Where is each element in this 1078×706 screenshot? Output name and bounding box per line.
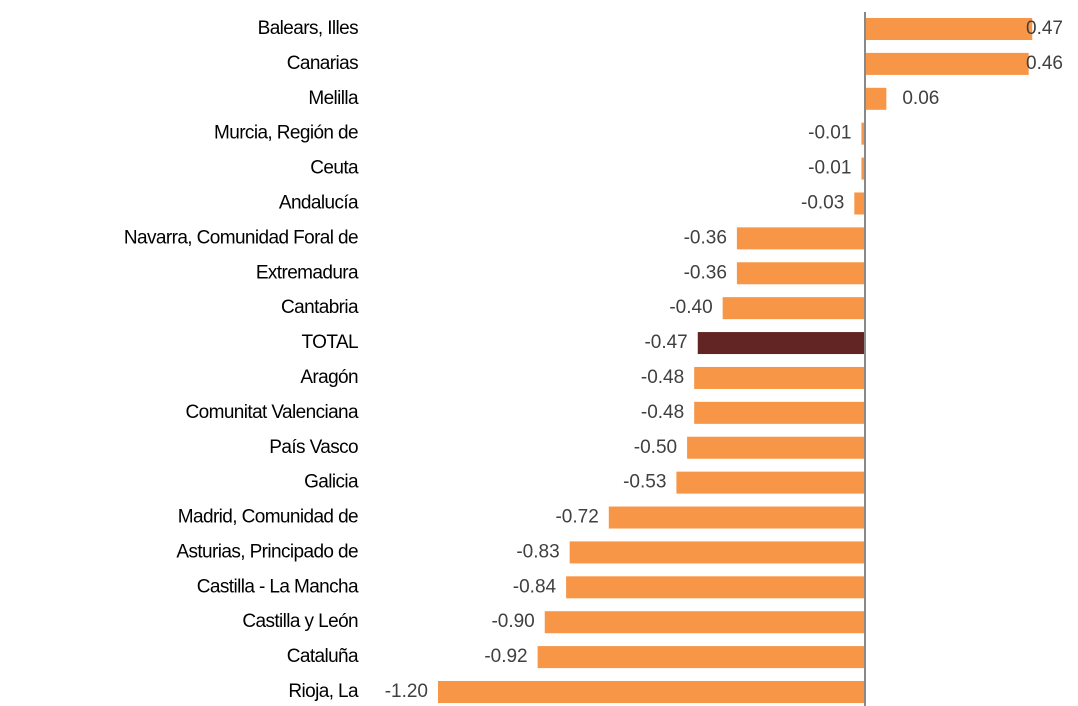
value-label: -0.50 — [634, 437, 677, 458]
category-label: Canarias — [287, 53, 358, 74]
bar — [694, 401, 865, 424]
value-label: -0.40 — [669, 297, 712, 318]
bar — [687, 436, 865, 459]
bar — [537, 646, 865, 669]
value-label: -0.72 — [555, 507, 598, 528]
bar — [676, 471, 865, 494]
value-label: -0.47 — [644, 332, 687, 353]
value-label: -1.20 — [385, 681, 428, 702]
value-label: -0.36 — [684, 262, 727, 283]
category-label: Andalucía — [279, 192, 359, 213]
bar — [736, 227, 865, 250]
category-label: Castilla y León — [242, 611, 358, 632]
bar — [854, 192, 865, 215]
category-label: Cataluña — [287, 646, 359, 667]
category-label: Extremadura — [256, 262, 359, 283]
bar — [694, 366, 865, 389]
category-label: Navarra, Comunidad Foral de — [124, 227, 358, 248]
bar — [861, 157, 865, 180]
value-label: -0.92 — [484, 646, 527, 667]
value-label: -0.90 — [491, 611, 534, 632]
value-label: 0.06 — [902, 88, 939, 109]
value-label: -0.01 — [808, 158, 851, 179]
bar — [865, 87, 887, 110]
bar — [566, 576, 865, 599]
category-label: Aragón — [300, 367, 358, 388]
bar — [544, 611, 865, 634]
value-label: -0.01 — [808, 123, 851, 144]
category-label: Comunitat Valenciana — [186, 402, 360, 423]
value-label: -0.48 — [641, 402, 684, 423]
bar — [865, 18, 1033, 40]
category-label: Cantabria — [281, 297, 359, 318]
category-label: Rioja, La — [288, 681, 359, 702]
category-label: Ceuta — [310, 158, 359, 179]
value-label: -0.83 — [516, 541, 559, 562]
category-label: Melilla — [308, 88, 359, 109]
bar — [569, 541, 865, 564]
value-label: -0.36 — [684, 227, 727, 248]
bar — [861, 122, 865, 145]
category-label: País Vasco — [269, 437, 358, 458]
bar — [865, 52, 1029, 75]
value-label: 0.47 — [1026, 18, 1063, 39]
value-label: 0.46 — [1026, 53, 1063, 74]
value-label: -0.48 — [641, 367, 684, 388]
value-label: -0.84 — [513, 576, 557, 597]
category-label: Murcia, Región de — [214, 123, 358, 144]
category-label: Castilla - La Mancha — [197, 576, 359, 597]
category-label: Balears, Illes — [258, 18, 358, 39]
category-label: TOTAL — [302, 332, 359, 353]
bar — [722, 297, 865, 320]
value-label: -0.53 — [623, 472, 666, 493]
category-label: Madrid, Comunidad de — [178, 507, 358, 528]
bar — [736, 262, 865, 285]
category-label: Asturias, Principado de — [176, 541, 358, 562]
value-label: -0.03 — [801, 192, 844, 213]
bar — [438, 681, 865, 703]
category-label: Galicia — [304, 472, 359, 493]
bar — [608, 506, 865, 529]
bar — [697, 332, 865, 355]
